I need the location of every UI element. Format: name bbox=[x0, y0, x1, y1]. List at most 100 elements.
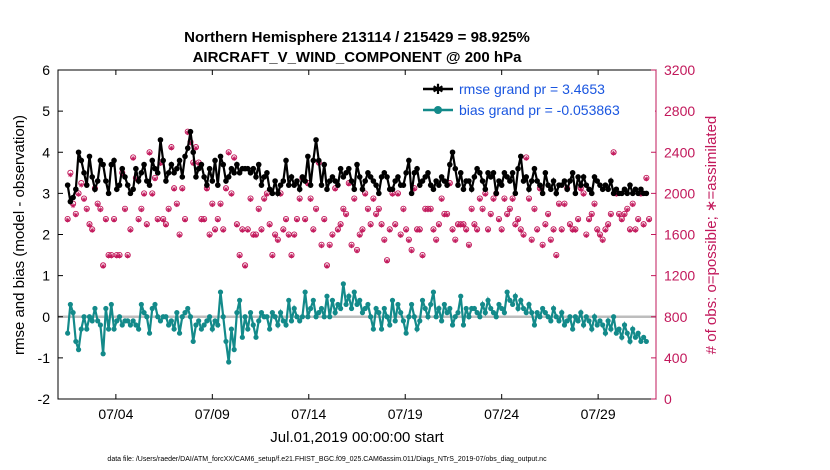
rmse-point bbox=[127, 190, 134, 197]
bias-point bbox=[152, 301, 158, 308]
rmse-point bbox=[425, 170, 431, 176]
rmse-point bbox=[539, 190, 546, 197]
rmse-point bbox=[517, 153, 524, 160]
rmse-point bbox=[427, 182, 434, 188]
bias-point bbox=[256, 318, 262, 324]
rmse-point bbox=[179, 174, 186, 180]
obs-assimilated-point bbox=[488, 212, 494, 218]
bias-point bbox=[545, 314, 551, 320]
obs-possible-series bbox=[64, 128, 653, 269]
obs-assimilated-point bbox=[409, 248, 414, 254]
bias-point bbox=[97, 322, 104, 328]
obs-assimilated-point bbox=[641, 222, 647, 228]
rmse-point bbox=[531, 165, 538, 172]
bias-point bbox=[343, 301, 349, 308]
rmse-point bbox=[144, 178, 150, 184]
bias-point bbox=[515, 305, 521, 312]
axes: -2 -1 0 1 2 3 4 5 6 0 400 800 1200 1600 2000 2400 2800 32… bbox=[38, 62, 696, 422]
obs-assimilated-point bbox=[562, 202, 567, 208]
rmse-point bbox=[605, 186, 611, 193]
obs-assimilated-point bbox=[592, 202, 597, 208]
obs-assimilated-point bbox=[269, 253, 275, 259]
rmse-point bbox=[133, 165, 139, 172]
obs-assimilated-point bbox=[433, 238, 439, 244]
rmse-point bbox=[291, 182, 298, 188]
bias-point bbox=[239, 334, 245, 340]
obs-assimilated-point bbox=[605, 222, 611, 228]
obs-assimilated-point bbox=[439, 197, 445, 202]
obs-assimilated-point bbox=[81, 197, 87, 202]
bias-point bbox=[368, 314, 374, 320]
bias-point bbox=[373, 305, 379, 312]
bias-point bbox=[193, 322, 199, 328]
bias-point bbox=[310, 297, 316, 303]
rmse-point bbox=[553, 190, 560, 197]
obs-assimilated-point bbox=[275, 238, 281, 244]
rmse-point bbox=[477, 170, 483, 176]
bias-point bbox=[509, 301, 516, 308]
bias-point bbox=[105, 326, 112, 332]
x-tick-label: 07/19 bbox=[388, 406, 423, 422]
rmse-point bbox=[580, 174, 587, 180]
obs-assimilated-point bbox=[572, 227, 578, 233]
rmse-point bbox=[266, 186, 273, 193]
obs-assimilated-point bbox=[619, 217, 625, 223]
bias-point bbox=[179, 314, 185, 320]
rmse-point bbox=[474, 165, 480, 172]
bias-point bbox=[138, 301, 144, 308]
obs-assimilated-point bbox=[553, 253, 559, 259]
obs-assimilated-point bbox=[551, 227, 556, 233]
bias-point bbox=[597, 318, 603, 324]
rmse-point bbox=[255, 161, 262, 168]
rmse-point bbox=[310, 157, 317, 164]
obs-assimilated-point bbox=[507, 207, 513, 213]
bias-point bbox=[346, 293, 352, 299]
bias-point bbox=[572, 314, 578, 320]
rmse-point bbox=[422, 174, 429, 180]
bias-point bbox=[389, 297, 396, 303]
obs-assimilated-point bbox=[485, 227, 491, 233]
bias-point bbox=[171, 326, 177, 332]
bias-point bbox=[327, 314, 333, 320]
rmse-point bbox=[526, 186, 532, 193]
obs-assimilated-point bbox=[204, 186, 210, 192]
rmse-point bbox=[269, 190, 276, 197]
rmse-point bbox=[370, 178, 377, 184]
y-left-tick-label: -1 bbox=[38, 350, 51, 366]
bias-point bbox=[136, 326, 142, 332]
bias-point bbox=[114, 318, 120, 324]
bias-point bbox=[474, 310, 480, 316]
bias-point bbox=[567, 314, 573, 320]
rmse-point bbox=[75, 149, 82, 156]
bias-point bbox=[253, 334, 259, 340]
bias-point bbox=[559, 310, 565, 316]
rmse-point bbox=[285, 182, 292, 188]
x-tick-label: 07/14 bbox=[291, 406, 326, 422]
obs-assimilated-point bbox=[603, 227, 608, 233]
obs-assimilated-point bbox=[523, 156, 529, 161]
bias-point bbox=[643, 338, 649, 345]
obs-assimilated-point bbox=[87, 222, 92, 228]
bias-point bbox=[291, 305, 297, 312]
obs-assimilated-point bbox=[362, 192, 368, 197]
bias-point bbox=[133, 322, 139, 328]
bias-point bbox=[288, 318, 295, 324]
rmse-point bbox=[558, 182, 565, 188]
obs-assimilated-point bbox=[515, 217, 521, 223]
bias-point bbox=[430, 289, 437, 295]
bias-point bbox=[387, 322, 393, 328]
bias-point bbox=[605, 318, 611, 324]
rmse-point bbox=[599, 186, 606, 193]
bias-point bbox=[460, 322, 467, 328]
obs-assimilated-point bbox=[357, 233, 363, 238]
obs-assimilated-point bbox=[310, 227, 316, 233]
obs-assimilated-point bbox=[504, 212, 510, 218]
bias-point bbox=[449, 322, 456, 328]
rmse-point bbox=[247, 170, 254, 176]
obs-assimilated-point bbox=[351, 197, 357, 202]
bias-point bbox=[477, 314, 483, 320]
rmse-point bbox=[223, 178, 229, 184]
bias-point bbox=[264, 314, 270, 320]
obs-assimilated-point bbox=[540, 243, 546, 249]
bias-point bbox=[362, 305, 368, 312]
